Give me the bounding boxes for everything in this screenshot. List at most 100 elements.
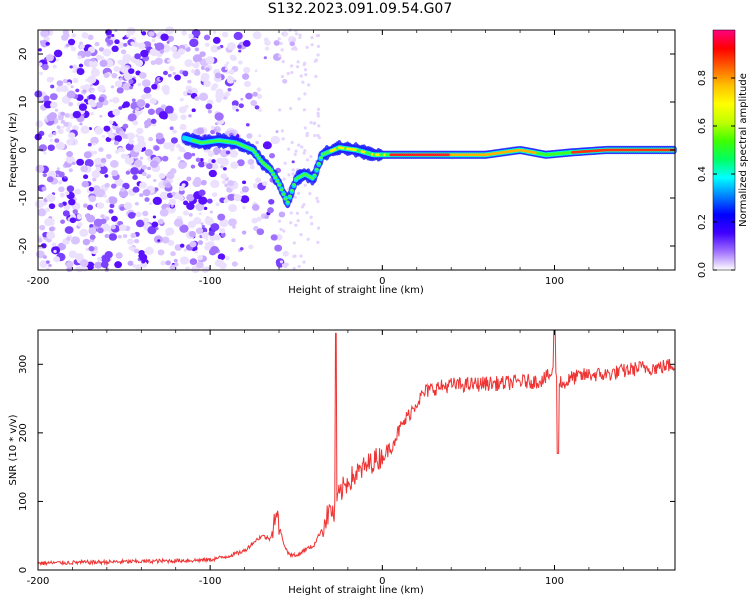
snr-panel: -200 -100 0 100 0 100 200 300 Height of straigh… [8, 329, 676, 596]
speckle-cell [137, 82, 142, 87]
speckle-cell [305, 133, 309, 138]
speckle-cell [313, 59, 317, 63]
ridge-core-cell [286, 200, 290, 204]
speckle-cell [232, 225, 236, 229]
snr-x-tick-label: -100 [199, 576, 222, 587]
speckle-cell [277, 219, 282, 223]
speckle-cell [303, 68, 308, 72]
speckle-cell [316, 133, 320, 138]
speckle-cell [184, 60, 192, 66]
speckle-cell [222, 31, 229, 38]
speckle-cell [245, 123, 250, 127]
speckle-cell [178, 161, 186, 170]
speckle-cell [79, 44, 85, 49]
colorbar-tick-label: 0.4 [697, 166, 708, 182]
snr-y-tick-label: 300 [18, 355, 29, 374]
ridge-core-cell [251, 148, 255, 152]
speckle-cell [69, 65, 73, 69]
speckle-cell [305, 45, 309, 49]
speckle-cell [154, 42, 165, 51]
speckle-cell [160, 33, 169, 42]
spectrogram-y-tick-label: 0 [18, 147, 29, 153]
speckle-cell [80, 85, 85, 90]
speckle-cell [299, 74, 303, 78]
speckle-cell [168, 198, 177, 206]
speckle-cell [201, 231, 209, 239]
speckle-cell [262, 181, 268, 186]
speckle-cell [243, 66, 251, 74]
speckle-cell [169, 147, 175, 152]
spectrogram-speckles [34, 26, 321, 274]
ridge-core-cell [290, 188, 294, 192]
colorbar-tick-label: 0.6 [697, 118, 708, 134]
speckle-cell [44, 218, 54, 227]
speckle-cell [142, 210, 149, 217]
speckle-cell [112, 108, 121, 116]
speckle-cell [281, 60, 285, 64]
speckle-cell [215, 202, 220, 207]
speckle-cell [240, 195, 250, 204]
speckle-cell [215, 91, 225, 100]
speckle-cell [291, 168, 295, 172]
speckle-cell [174, 262, 179, 267]
speckle-cell [100, 214, 105, 219]
speckle-cell [107, 39, 114, 46]
spectrogram-ridge [181, 131, 677, 209]
speckle-cell [309, 120, 313, 125]
speckle-cell [62, 29, 69, 36]
speckle-cell [153, 178, 157, 182]
speckle-cell [132, 120, 139, 126]
speckle-cell [104, 174, 109, 178]
speckle-cell [228, 218, 237, 227]
speckle-cell [187, 89, 193, 94]
speckle-cell [53, 256, 61, 263]
speckle-cell [72, 69, 77, 74]
speckle-cell [254, 105, 260, 110]
speckle-cell [170, 251, 176, 257]
speckle-cell [66, 266, 73, 272]
speckle-cell [121, 104, 127, 109]
speckle-cell [90, 101, 97, 108]
speckle-cell [316, 53, 320, 57]
speckle-cell [290, 64, 294, 68]
speckle-cell [66, 81, 71, 86]
speckle-cell [121, 67, 130, 75]
speckle-cell [187, 220, 197, 229]
speckle-cell [280, 48, 284, 52]
speckle-cell [38, 48, 42, 52]
speckle-cell [196, 61, 200, 65]
speckle-cell [120, 49, 127, 55]
speckle-cell [160, 104, 167, 110]
speckle-cell [226, 61, 230, 65]
speckle-cell [88, 94, 96, 101]
speckle-cell [313, 133, 317, 138]
speckle-cell [151, 38, 156, 43]
speckle-cell [126, 27, 136, 36]
speckle-cell [78, 63, 84, 68]
speckle-cell [195, 227, 204, 235]
speckle-cell [79, 122, 83, 126]
speckle-cell [169, 264, 177, 271]
speckle-cell [227, 87, 232, 92]
speckle-cell [197, 240, 204, 245]
speckle-cell [286, 71, 290, 76]
speckle-cell [159, 208, 169, 217]
speckle-cell [72, 209, 78, 215]
speckle-cell [117, 42, 125, 48]
speckle-cell [278, 54, 282, 58]
speckle-cell [100, 260, 109, 268]
speckle-cell [117, 147, 124, 153]
speckle-cell [100, 254, 111, 264]
speckle-cell [126, 132, 135, 140]
speckle-cell [128, 139, 135, 145]
speckle-cell [84, 50, 92, 57]
speckle-cell [210, 45, 219, 53]
ridge-core-cell [319, 156, 323, 160]
speckle-cell [129, 85, 134, 90]
speckle-cell [63, 121, 69, 127]
speckle-cell [299, 232, 303, 237]
spectrogram-x-tick-label: 0 [379, 276, 385, 287]
speckle-cell [122, 234, 128, 238]
